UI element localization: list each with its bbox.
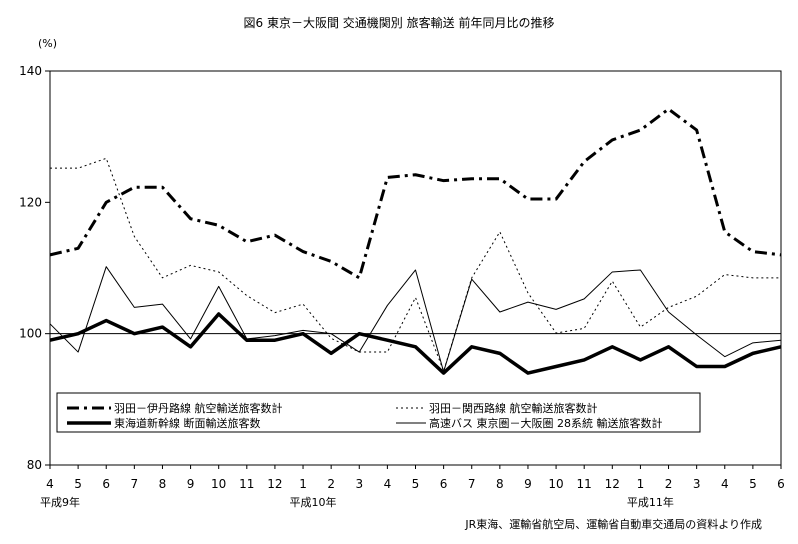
x-tick-label: 9 xyxy=(187,477,195,491)
x-tick-label: 2 xyxy=(665,477,673,491)
x-tick-label: 6 xyxy=(440,477,448,491)
x-tick-label: 4 xyxy=(721,477,729,491)
x-year-label: 平成10年 xyxy=(290,495,337,509)
x-tick-label: 5 xyxy=(74,477,82,491)
legend-label-1: 羽田－伊丹路線 航空輸送旅客数計 xyxy=(114,401,283,415)
legend-label-2: 羽田－関西路線 航空輸送旅客数計 xyxy=(429,401,598,415)
x-tick-label: 6 xyxy=(777,477,785,491)
source-note: JR東海、運輸省航空局、運輸省自動車交通局の資料より作成 xyxy=(464,517,762,531)
x-tick-label: 10 xyxy=(211,477,226,491)
x-tick-label: 12 xyxy=(605,477,620,491)
series-line-1 xyxy=(49,107,782,280)
x-tick-label: 8 xyxy=(496,477,504,491)
x-tick-label: 4 xyxy=(46,477,54,491)
legend-box xyxy=(56,392,701,433)
x-tick-label: 1 xyxy=(299,477,307,491)
y-tick-label: 120 xyxy=(19,195,42,209)
x-tick-label: 11 xyxy=(577,477,592,491)
x-tick-label: 11 xyxy=(239,477,254,491)
x-year-label: 平成11年 xyxy=(627,495,674,509)
legend-label-4: 高速バス 東京圏－大阪圏 28系統 輸送旅客数計 xyxy=(429,416,663,430)
x-tick-label: 10 xyxy=(548,477,563,491)
series-line-3 xyxy=(49,312,782,375)
x-tick-label: 5 xyxy=(749,477,757,491)
x-tick-label: 9 xyxy=(524,477,532,491)
chart-title: 図6 東京－大阪間 交通機関別 旅客輸送 前年同月比の推移 xyxy=(244,15,555,30)
y-tick-label: 80 xyxy=(27,458,42,472)
legend-label-3: 東海道新幹線 断面輸送旅客数 xyxy=(114,416,261,430)
x-tick-label: 6 xyxy=(102,477,110,491)
x-tick-label: 8 xyxy=(159,477,167,491)
x-year-label: 平成9年 xyxy=(40,495,80,509)
x-tick-label: 2 xyxy=(327,477,335,491)
x-tick-label: 5 xyxy=(412,477,420,491)
y-tick-label: 100 xyxy=(19,327,42,341)
x-tick-label: 1 xyxy=(637,477,645,491)
x-tick-label: 12 xyxy=(267,477,282,491)
series-line-4 xyxy=(49,266,782,373)
y-axis-unit-label: (%) xyxy=(38,37,57,50)
y-tick-label: 140 xyxy=(19,64,42,78)
x-tick-label: 3 xyxy=(693,477,701,491)
x-tick-label: 3 xyxy=(355,477,363,491)
x-tick-label: 7 xyxy=(468,477,476,491)
series-line-2 xyxy=(50,157,781,372)
x-tick-label: 4 xyxy=(384,477,392,491)
x-tick-label: 7 xyxy=(131,477,139,491)
